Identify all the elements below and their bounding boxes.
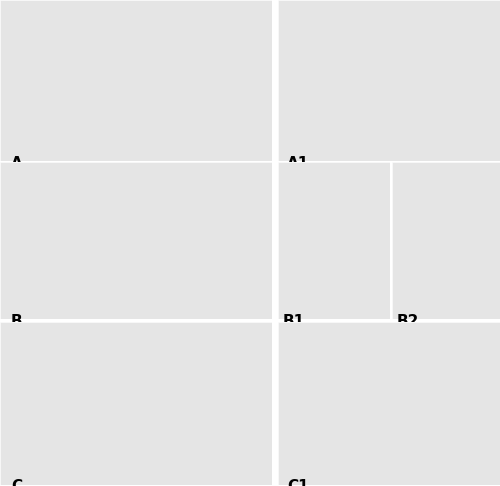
Text: A1: A1 [287, 156, 309, 171]
Text: B2: B2 [396, 313, 418, 329]
Text: A: A [11, 156, 22, 171]
Text: B: B [11, 313, 22, 329]
Text: B1: B1 [282, 313, 304, 329]
Text: C: C [11, 480, 22, 486]
Text: C1: C1 [287, 480, 308, 486]
